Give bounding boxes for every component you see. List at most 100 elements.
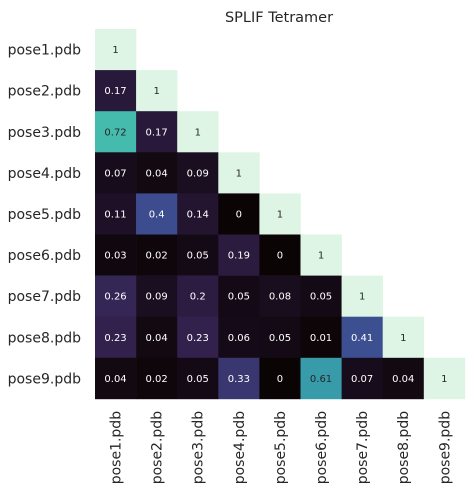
column-tick-label: pose6.pdb bbox=[314, 411, 330, 484]
heatmap-cell bbox=[218, 152, 260, 194]
heatmap-cell bbox=[177, 111, 219, 153]
column-tick-label: pose2.pdb bbox=[150, 411, 166, 484]
chart-title: SPLIF Tetramer bbox=[225, 10, 333, 26]
heatmap-cell bbox=[95, 29, 137, 71]
heatmap-cell bbox=[259, 234, 301, 276]
heatmap-cell bbox=[300, 357, 342, 400]
cell-value-label: 0.05 bbox=[269, 333, 291, 344]
cell-value-label: 1 bbox=[400, 333, 406, 344]
cell-value-label: 0.2 bbox=[190, 292, 206, 303]
row-tick-label: pose4.pdb bbox=[8, 166, 81, 182]
heatmap-cell bbox=[218, 234, 260, 276]
cell-value-label: 0.06 bbox=[228, 333, 250, 344]
heatmap-cell bbox=[136, 193, 178, 235]
heatmap-cell bbox=[259, 316, 301, 359]
row-tick-label: pose8.pdb bbox=[8, 330, 81, 346]
cell-value-label: 0.26 bbox=[104, 292, 126, 303]
column-tick-label: pose7.pdb bbox=[355, 411, 371, 484]
heatmap-cell bbox=[177, 275, 219, 317]
heatmap-cell bbox=[177, 152, 219, 194]
heatmap-cell bbox=[300, 234, 342, 276]
cell-value-label: 0.05 bbox=[187, 374, 209, 385]
cell-value-label: 1 bbox=[236, 168, 242, 179]
heatmap-cell bbox=[136, 234, 178, 276]
cell-value-label: 0.04 bbox=[146, 168, 168, 179]
heatmap-cell bbox=[177, 357, 219, 400]
cell-value-label: 0.03 bbox=[104, 251, 126, 262]
cell-value-label: 1 bbox=[153, 86, 159, 97]
cell-value-label: 0.72 bbox=[104, 127, 126, 138]
cell-value-label: 1 bbox=[318, 251, 324, 262]
heatmap-cell bbox=[177, 316, 219, 359]
heatmap-cell bbox=[95, 152, 137, 194]
cell-value-label: 0.09 bbox=[146, 292, 168, 303]
heatmap-cell bbox=[300, 275, 342, 317]
heatmap-cell bbox=[136, 152, 178, 194]
cell-value-label: 0.17 bbox=[146, 127, 168, 138]
cell-value-label: 0.05 bbox=[228, 292, 250, 303]
row-tick-label: pose2.pdb bbox=[8, 84, 81, 100]
heatmap-cell bbox=[136, 111, 178, 153]
heatmap-cell bbox=[259, 357, 301, 400]
cell-value-label: 0.33 bbox=[228, 374, 250, 385]
cell-value-label: 1 bbox=[112, 45, 118, 56]
column-tick-label: pose9.pdb bbox=[437, 411, 453, 484]
row-tick-label: pose3.pdb bbox=[8, 125, 81, 141]
row-tick-label: pose7.pdb bbox=[8, 289, 81, 305]
column-tick-label: pose3.pdb bbox=[191, 411, 207, 484]
heatmap-cell bbox=[136, 316, 178, 359]
column-tick-label: pose5.pdb bbox=[273, 411, 289, 484]
heatmap-cell bbox=[341, 357, 383, 400]
cell-value-label: 0.23 bbox=[104, 333, 126, 344]
cell-value-label: 0.05 bbox=[187, 251, 209, 262]
row-tick-label: pose1.pdb bbox=[8, 43, 81, 59]
heatmap-cell bbox=[177, 193, 219, 235]
heatmap-cell bbox=[218, 193, 260, 235]
column-tick-label: pose4.pdb bbox=[232, 411, 248, 484]
cell-value-label: 0.14 bbox=[187, 209, 209, 220]
heatmap-cell bbox=[382, 316, 425, 359]
cell-value-label: 0.19 bbox=[228, 251, 250, 262]
heatmap-cell bbox=[95, 193, 137, 235]
heatmap-cell bbox=[382, 357, 425, 400]
heatmap-cell bbox=[341, 275, 383, 317]
heatmap-cell bbox=[95, 357, 137, 400]
column-tick-label: pose1.pdb bbox=[109, 411, 125, 484]
heatmap-cell bbox=[136, 70, 178, 112]
cell-value-label: 1 bbox=[195, 127, 201, 138]
heatmap-cell bbox=[95, 111, 137, 153]
heatmap-cell bbox=[341, 316, 383, 359]
cell-value-label: 0.07 bbox=[351, 374, 373, 385]
cell-value-label: 0.17 bbox=[104, 86, 126, 97]
cell-value-label: 0.05 bbox=[310, 292, 332, 303]
heatmap-cell bbox=[218, 357, 260, 400]
heatmap-cell bbox=[95, 316, 137, 359]
cell-value-label: 0.23 bbox=[187, 333, 209, 344]
cell-value-label: 0.04 bbox=[392, 374, 414, 385]
heatmap-cell bbox=[259, 193, 301, 235]
cell-value-label: 1 bbox=[359, 292, 365, 303]
cell-value-label: 0.04 bbox=[104, 374, 126, 385]
heatmap-cell bbox=[300, 316, 342, 359]
cell-value-label: 0 bbox=[277, 374, 283, 385]
cell-value-label: 0.02 bbox=[146, 374, 168, 385]
row-tick-label: pose6.pdb bbox=[8, 248, 81, 264]
cell-value-label: 0 bbox=[236, 209, 242, 220]
heatmap-cell bbox=[259, 275, 301, 317]
cell-value-label: 1 bbox=[277, 209, 283, 220]
cell-value-label: 0.11 bbox=[104, 209, 126, 220]
row-tick-label: pose5.pdb bbox=[8, 207, 81, 223]
cell-value-label: 0.09 bbox=[187, 168, 209, 179]
heatmap-cell bbox=[95, 275, 137, 317]
heatmap-cell bbox=[177, 234, 219, 276]
cell-value-label: 1 bbox=[441, 374, 447, 385]
heatmap-cell bbox=[136, 357, 178, 400]
cell-value-label: 0 bbox=[277, 251, 283, 262]
cell-value-label: 0.04 bbox=[146, 333, 168, 344]
cell-value-label: 0.61 bbox=[310, 374, 332, 385]
cell-value-label: 0.41 bbox=[351, 333, 373, 344]
heatmap-cell bbox=[218, 316, 260, 359]
column-tick-label: pose8.pdb bbox=[396, 411, 412, 484]
cell-value-label: 0.4 bbox=[149, 209, 165, 220]
